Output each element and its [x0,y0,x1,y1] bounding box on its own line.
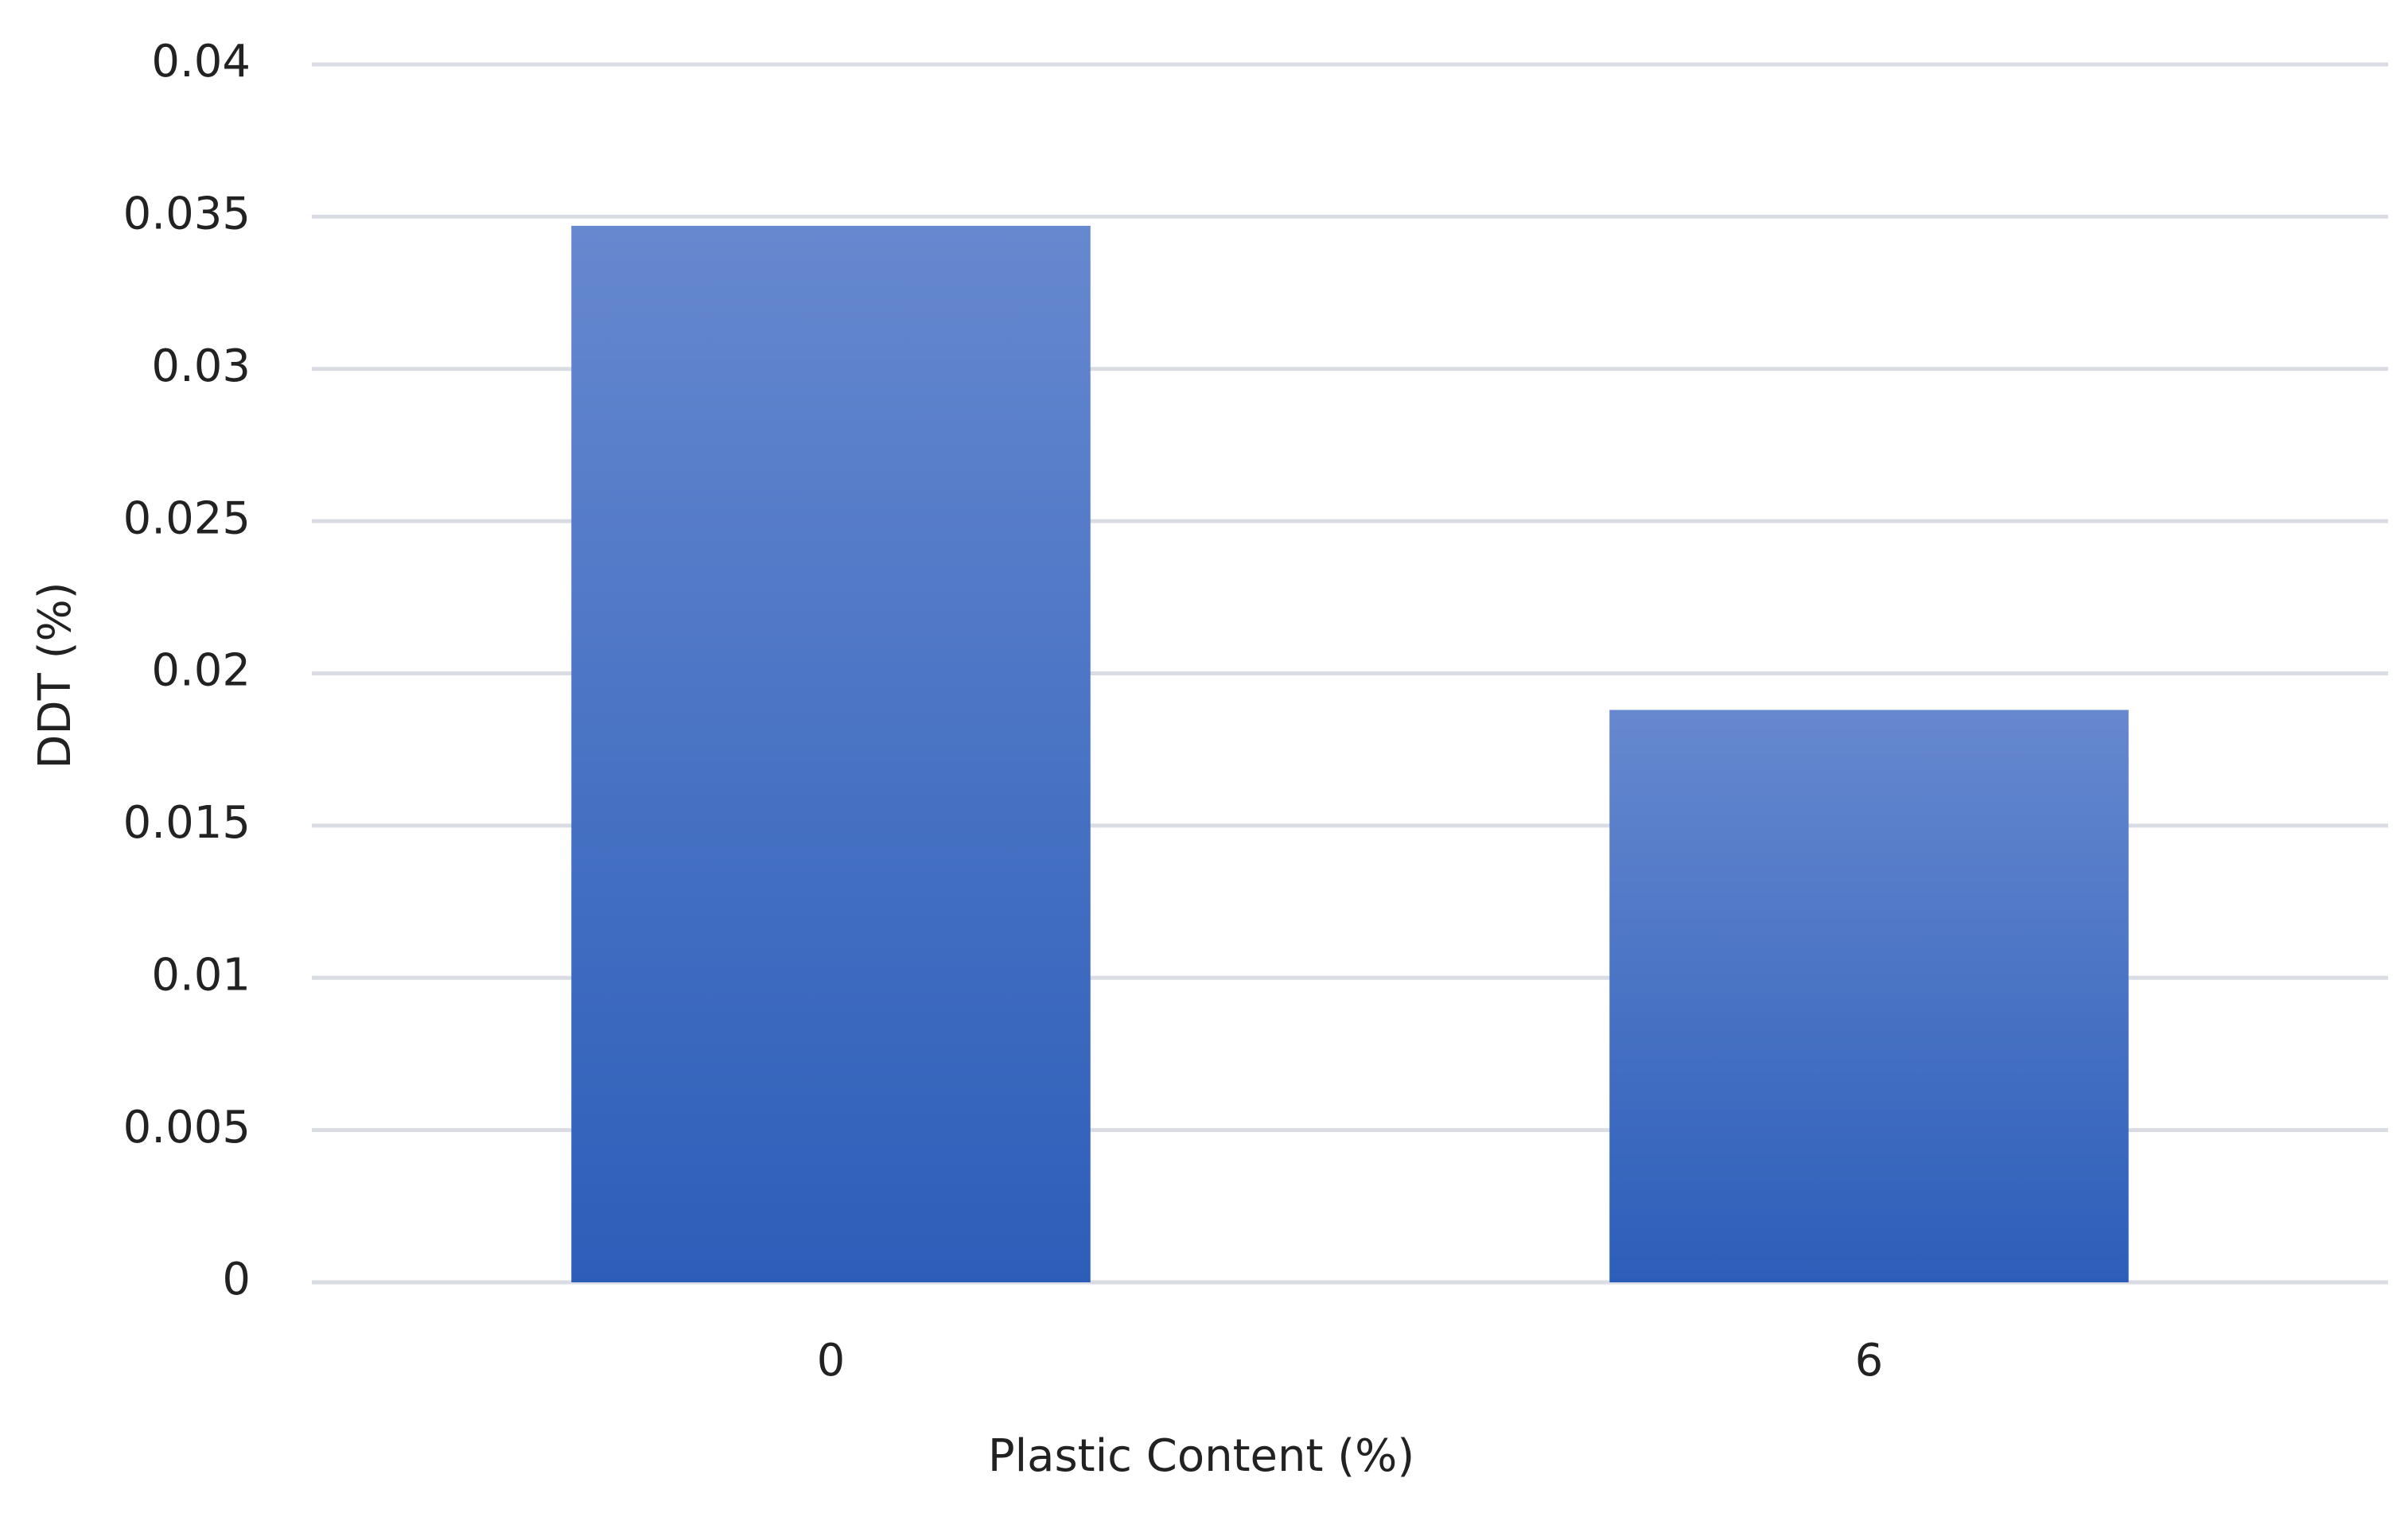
y-tick-label: 0.025 [123,492,251,544]
x-tick-label: 6 [1855,1335,1884,1387]
y-tick-label: 0.005 [123,1102,251,1153]
y-tick-label: 0.01 [151,949,251,1001]
bar [1609,710,2129,1282]
y-tick-label: 0.035 [123,189,251,240]
x-axis-title: Plastic Content (%) [988,1430,1414,1482]
x-tick-label: 0 [817,1335,846,1387]
y-tick-label: 0 [222,1254,251,1305]
bar [571,225,1091,1282]
y-tick-label: 0.03 [151,340,251,392]
y-tick-label: 0.015 [123,797,251,849]
y-axis-title: DDT (%) [29,581,81,768]
y-tick-label: 0.04 [151,36,251,88]
y-tick-label: 0.02 [151,645,251,697]
